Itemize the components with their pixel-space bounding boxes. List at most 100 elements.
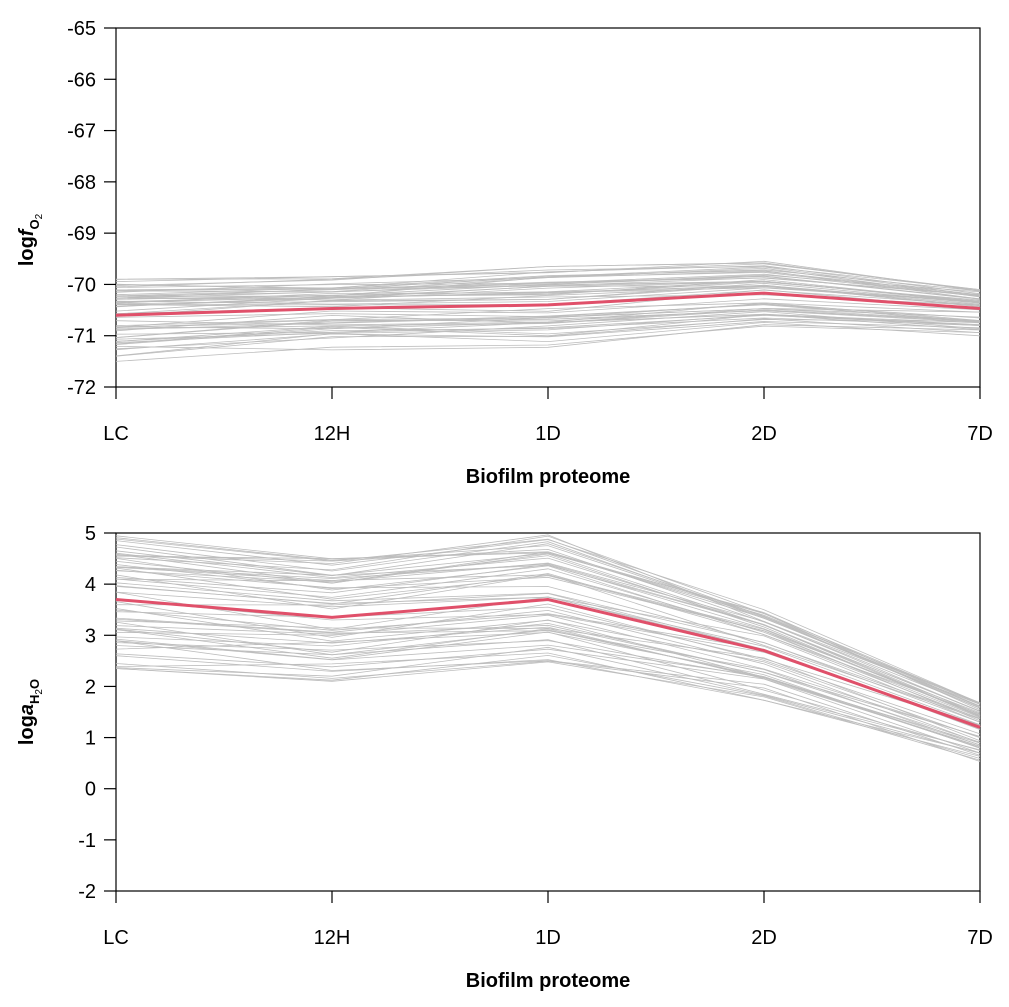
- background-series-line: [115, 569, 981, 719]
- background-series-line: [115, 614, 981, 738]
- background-series-line: [115, 275, 981, 300]
- x-tick-label: 7D: [967, 927, 993, 949]
- background-series-line: [115, 591, 981, 723]
- background-series-line: [115, 309, 981, 338]
- y-tick-label: -67: [67, 121, 96, 143]
- background-series-line: [115, 562, 981, 712]
- background-series-line: [115, 661, 981, 761]
- background-series-line: [115, 626, 981, 747]
- background-series-line: [115, 298, 981, 328]
- background-series-line: [115, 538, 981, 704]
- y-tick-label: 1: [85, 728, 96, 750]
- x-tick-label: 1D: [535, 423, 561, 445]
- background-series-line: [115, 618, 981, 746]
- background-series-group: [115, 534, 981, 762]
- background-series-line: [115, 648, 981, 754]
- background-series-line: [115, 274, 981, 293]
- background-series-line: [115, 273, 981, 297]
- y-axis-label: logaH2O: [16, 679, 45, 745]
- highlight-series-line: [115, 597, 981, 729]
- background-series-line: [115, 620, 981, 742]
- x-tick-label: 2D: [751, 927, 777, 949]
- background-series-group: [115, 260, 981, 362]
- background-series-line: [115, 608, 981, 739]
- background-series-line: [115, 619, 981, 748]
- background-series-line: [115, 555, 981, 718]
- x-tick-label: LC: [103, 927, 129, 949]
- background-series-line: [115, 325, 981, 362]
- background-series-line: [115, 553, 981, 717]
- background-series-line: [115, 546, 981, 707]
- background-series-line: [115, 639, 981, 751]
- y-tick-label: 4: [85, 574, 96, 596]
- y-axis: -65 -66 -67 -68 -69 -70 -71 -72: [67, 18, 116, 399]
- x-axis-label: Biofilm proteome: [466, 970, 630, 992]
- background-series-line: [115, 321, 981, 357]
- background-series-line: [115, 541, 981, 704]
- y-tick-label: 0: [85, 779, 96, 801]
- background-series-line: [115, 307, 981, 332]
- background-series-line: [115, 654, 981, 759]
- background-series-line: [115, 308, 981, 330]
- background-series-line: [115, 318, 981, 357]
- y-tick-label: -66: [67, 69, 96, 91]
- y-tick-label: -70: [67, 274, 96, 296]
- x-tick-label: 1D: [535, 927, 561, 949]
- background-series-line: [115, 280, 981, 302]
- y-tick-label: -71: [67, 326, 96, 348]
- background-series-line: [115, 573, 981, 720]
- background-series-line: [115, 548, 981, 708]
- background-series-line: [115, 646, 981, 754]
- background-series-line: [115, 599, 981, 726]
- background-series-line: [115, 287, 981, 304]
- background-series-line: [115, 568, 981, 718]
- background-series-line: [115, 543, 981, 709]
- background-series-line: [115, 269, 981, 292]
- x-tick-label: LC: [103, 423, 129, 445]
- background-series-line: [115, 558, 981, 715]
- y-axis: 5 4 3 2 1 0 -1 -2: [78, 523, 116, 903]
- x-tick-label: 12H: [314, 927, 351, 949]
- background-series-line: [115, 563, 981, 715]
- background-series-line: [115, 279, 981, 308]
- background-series-line: [115, 564, 981, 716]
- y-tick-label: 5: [85, 523, 96, 545]
- y-tick-label: -69: [67, 223, 96, 245]
- background-series-line: [115, 609, 981, 744]
- background-series-line: [115, 282, 981, 304]
- background-series-line: [115, 270, 981, 296]
- background-series-line: [115, 303, 981, 319]
- y-tick-label: 3: [85, 625, 96, 647]
- x-axis: LC 12H 1D 2D 7D: [103, 891, 993, 949]
- highlight-series-line: [115, 291, 981, 317]
- y-tick-label: -1: [78, 830, 96, 852]
- background-series-line: [115, 628, 981, 744]
- background-series-line: [115, 313, 981, 345]
- y-axis-label: logfO2: [16, 213, 45, 266]
- y-tick-label: -65: [67, 18, 96, 40]
- background-series-line: [115, 551, 981, 704]
- background-series-line: [115, 655, 981, 757]
- background-series-line: [115, 624, 981, 737]
- highlight-series-group: [115, 291, 981, 317]
- x-axis-label: Biofilm proteome: [466, 466, 630, 488]
- background-series-line: [115, 271, 981, 297]
- x-tick-label: 7D: [967, 423, 993, 445]
- panel-log-fo2: -65 -66 -67 -68 -69 -70 -71 -72 LC 12H 1D 2D 7D Bio…: [16, 18, 993, 488]
- background-series-line: [115, 534, 981, 705]
- y-tick-label: -2: [78, 881, 96, 903]
- background-series-line: [115, 566, 981, 716]
- y-tick-label: 2: [85, 676, 96, 698]
- y-tick-label: -68: [67, 172, 96, 194]
- highlight-series-group: [115, 597, 981, 729]
- background-series-line: [115, 552, 981, 712]
- background-series-line: [115, 652, 981, 754]
- background-series-line: [115, 640, 981, 756]
- background-series-line: [115, 287, 981, 305]
- x-tick-label: 2D: [751, 423, 777, 445]
- x-axis: LC 12H 1D 2D 7D: [103, 387, 993, 445]
- background-series-line: [115, 260, 981, 292]
